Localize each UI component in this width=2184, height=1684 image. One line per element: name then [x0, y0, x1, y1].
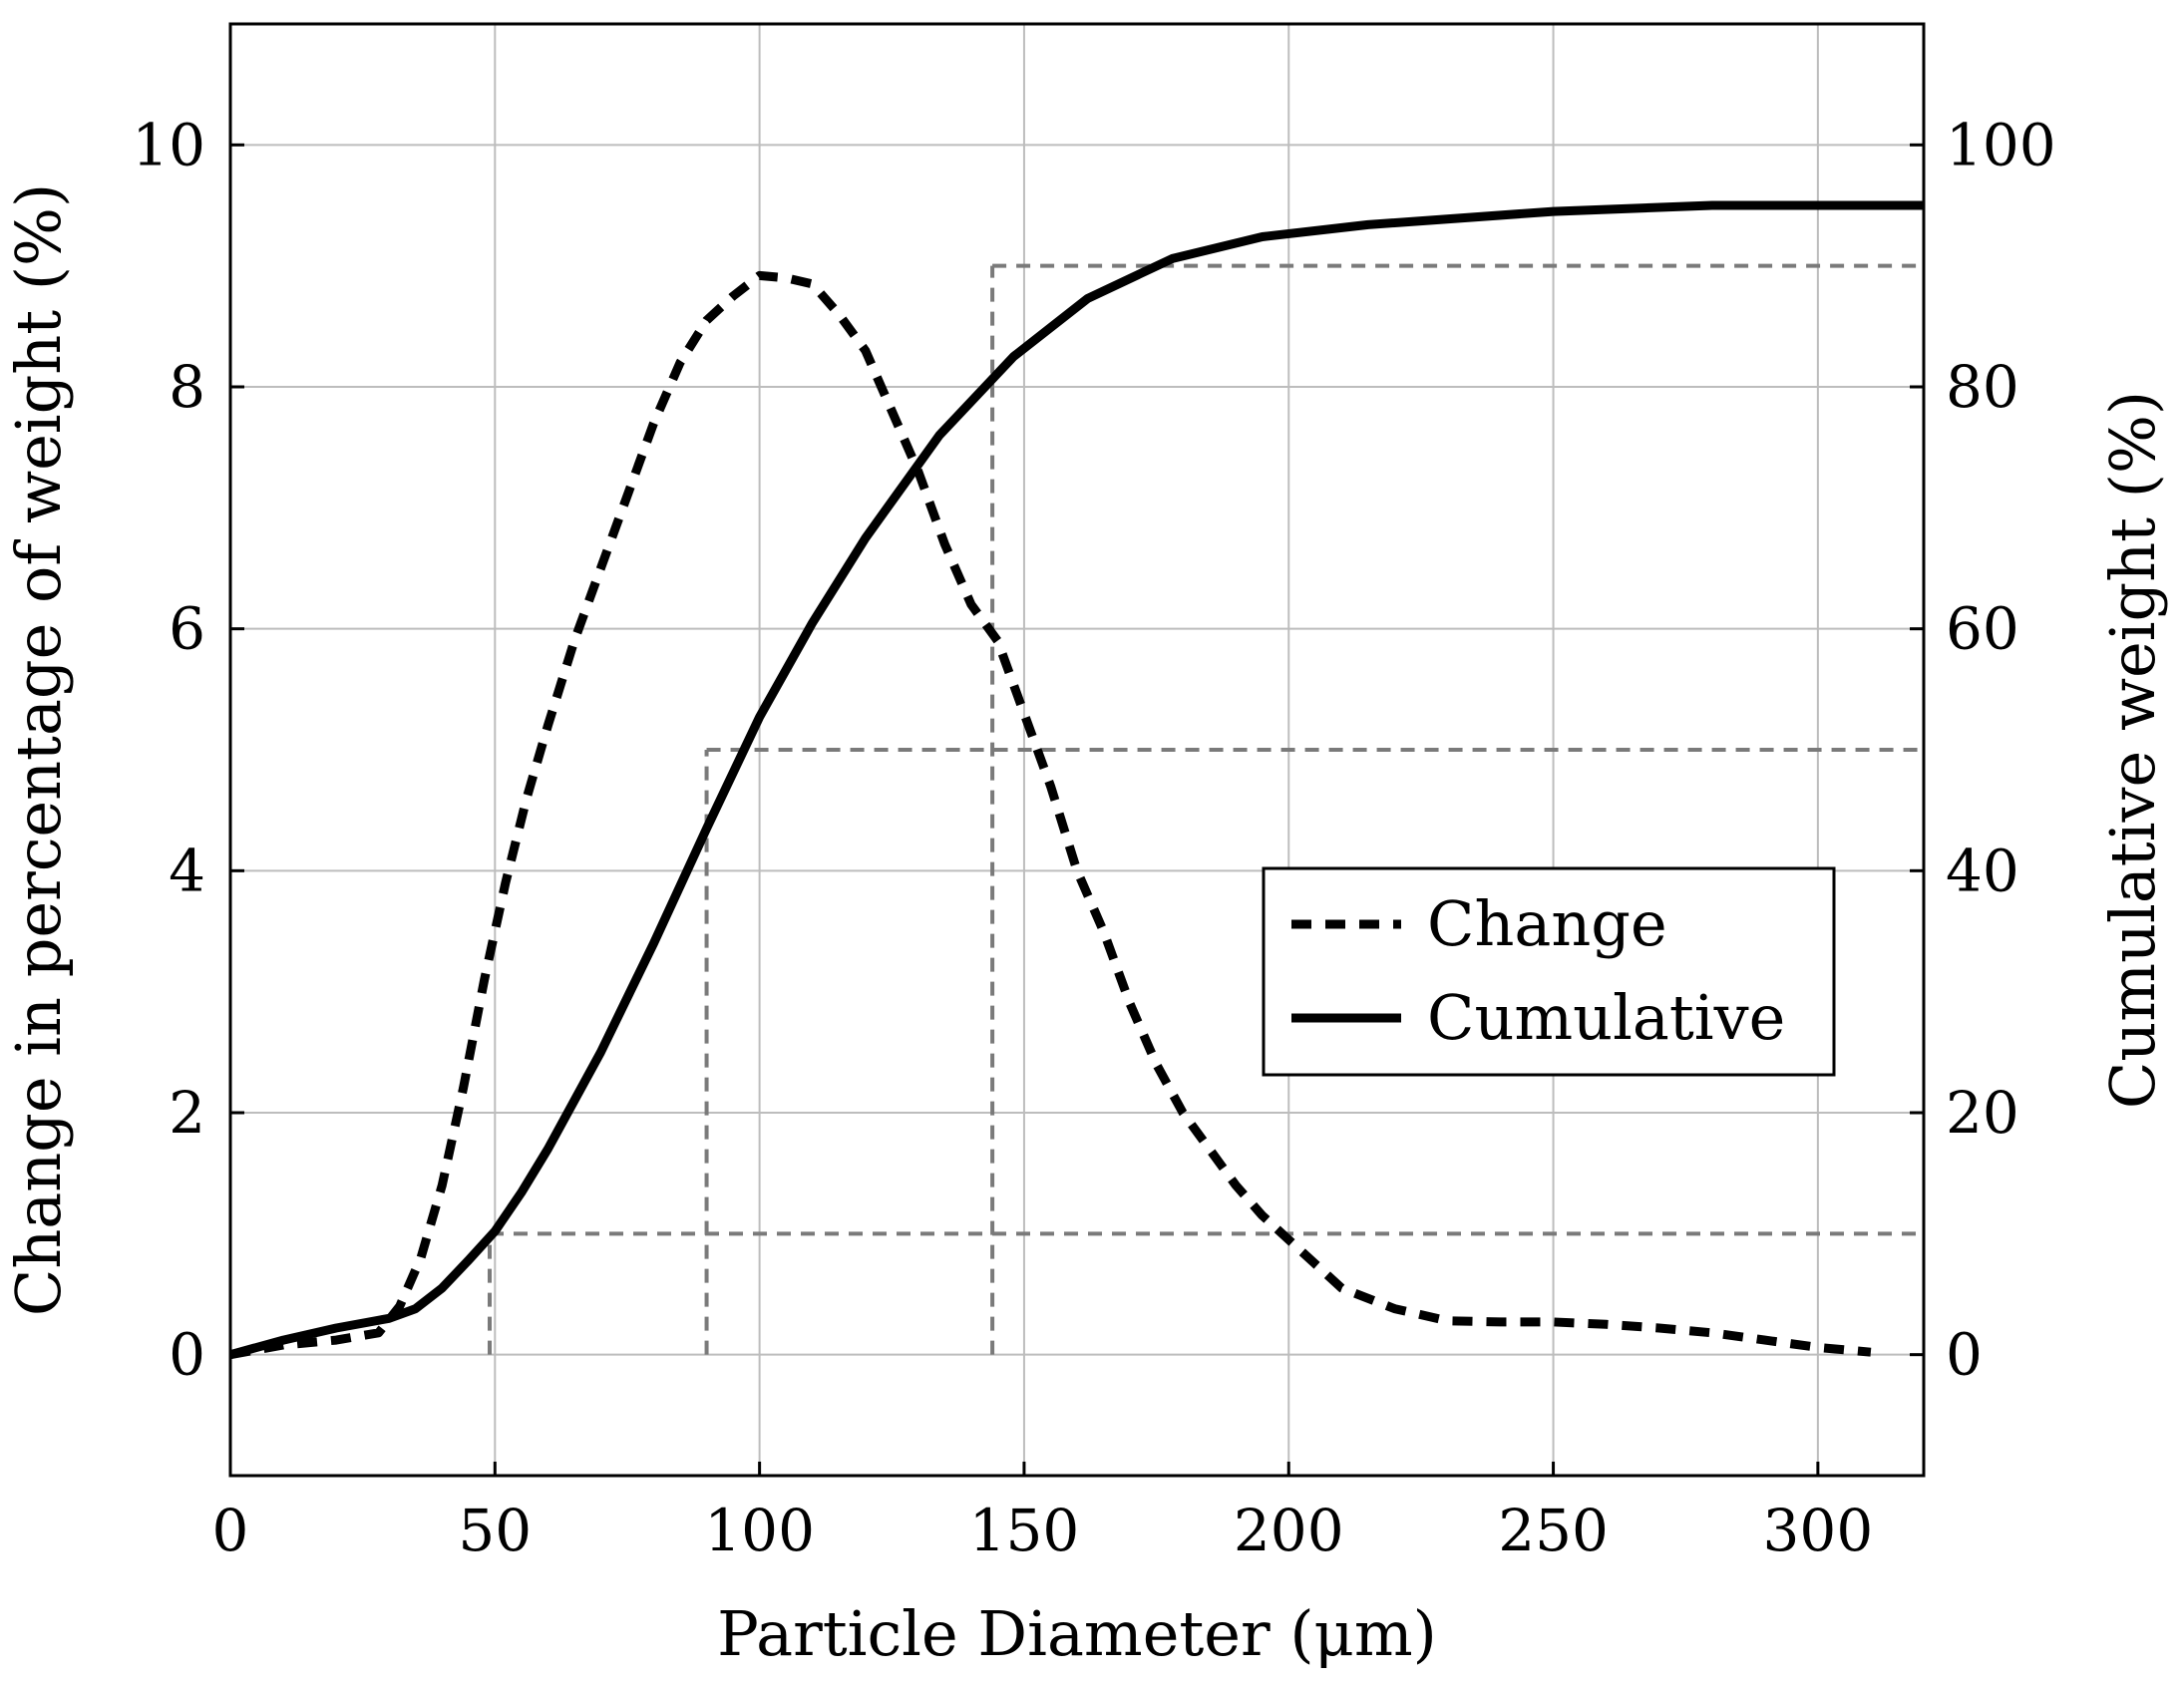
- y-tick-label-6: 6: [169, 595, 205, 663]
- y-tick-label-0: 0: [169, 1321, 205, 1389]
- x-tick-label-0: 0: [212, 1497, 249, 1564]
- x-tick-label-50: 50: [458, 1497, 532, 1564]
- y-axis-title: Change in percentage of weight (%): [2, 183, 75, 1316]
- y2-tick-label-80: 80: [1946, 353, 2019, 421]
- y2-tick-label-100: 100: [1946, 111, 2056, 178]
- legend-box: [1262, 866, 1836, 1077]
- y-tick-label-2: 2: [169, 1079, 205, 1147]
- x-tick-label-150: 150: [969, 1497, 1080, 1564]
- y-tick-label-8: 8: [169, 353, 205, 421]
- y2-tick-label-20: 20: [1946, 1079, 2019, 1147]
- series-group: [228, 200, 1924, 1360]
- x-tick-label-300: 300: [1763, 1497, 1874, 1564]
- legend-label-change: Change: [1427, 887, 1667, 960]
- x-tick-label-200: 200: [1234, 1497, 1344, 1564]
- y2-tick-label-60: 60: [1946, 595, 2019, 663]
- y2-axis-title: Cumulative weight (%): [2096, 391, 2169, 1109]
- series-line-cumulative: [228, 200, 1924, 1360]
- y2-tick-label-0: 0: [1946, 1321, 1983, 1389]
- reference-lines: [488, 263, 1924, 1355]
- y-tick-label-4: 4: [169, 837, 205, 904]
- y2-tick-label-40: 40: [1946, 837, 2019, 904]
- x-tick-label-100: 100: [704, 1497, 815, 1564]
- series-line-change: [229, 270, 1872, 1360]
- y-tick-label-10: 10: [132, 111, 205, 178]
- legend: Change Cumulative: [1262, 866, 1836, 1077]
- legend-label-cumulative: Cumulative: [1427, 981, 1785, 1054]
- x-axis-title: Particle Diameter (μm): [717, 1597, 1437, 1670]
- plot-frame: [228, 22, 1926, 1478]
- x-tick-label-250: 250: [1498, 1497, 1609, 1564]
